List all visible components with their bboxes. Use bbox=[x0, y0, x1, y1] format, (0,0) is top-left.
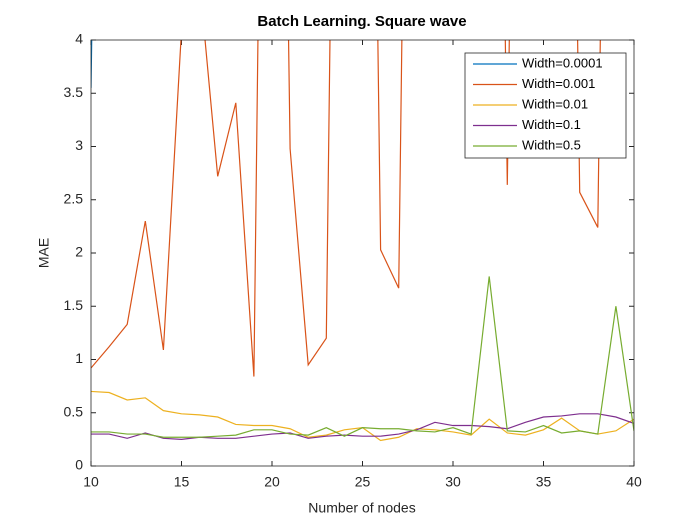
series-line bbox=[91, 413, 634, 440]
y-tick-label: 2.5 bbox=[64, 190, 84, 206]
x-tick-label: 40 bbox=[626, 474, 642, 490]
legend-label: Width=0.5 bbox=[522, 137, 581, 152]
plot-frame bbox=[90, 39, 635, 467]
series-line bbox=[91, 276, 634, 438]
x-tick-label: 30 bbox=[445, 474, 461, 490]
x-axis-label: Number of nodes bbox=[308, 500, 415, 516]
y-axis-label: MAE bbox=[36, 238, 52, 268]
x-tick-label: 20 bbox=[264, 474, 280, 490]
y-tick-label: 0.5 bbox=[64, 403, 84, 419]
x-tick-label: 25 bbox=[355, 474, 371, 490]
x-tick-label: 10 bbox=[83, 474, 99, 490]
plot-lines bbox=[91, 40, 634, 442]
y-tick-label: 0 bbox=[75, 457, 83, 473]
y-tick-label: 3.5 bbox=[64, 84, 84, 100]
legend-label: Width=0.001 bbox=[522, 76, 595, 91]
legend-label: Width=0.0001 bbox=[522, 55, 603, 70]
y-tick-label: 3 bbox=[75, 137, 83, 153]
chart-title: Batch Learning. Square wave bbox=[257, 13, 466, 30]
y-tick-label: 1 bbox=[75, 350, 83, 366]
x-tick-label: 35 bbox=[536, 474, 552, 490]
y-tick-label: 1.5 bbox=[64, 297, 84, 313]
legend-label: Width=0.01 bbox=[522, 96, 588, 111]
x-tick-label: 15 bbox=[174, 474, 190, 490]
y-tick-label: 2 bbox=[75, 244, 83, 260]
y-tick-label: 4 bbox=[75, 31, 83, 47]
legend-label: Width=0.1 bbox=[522, 117, 581, 132]
